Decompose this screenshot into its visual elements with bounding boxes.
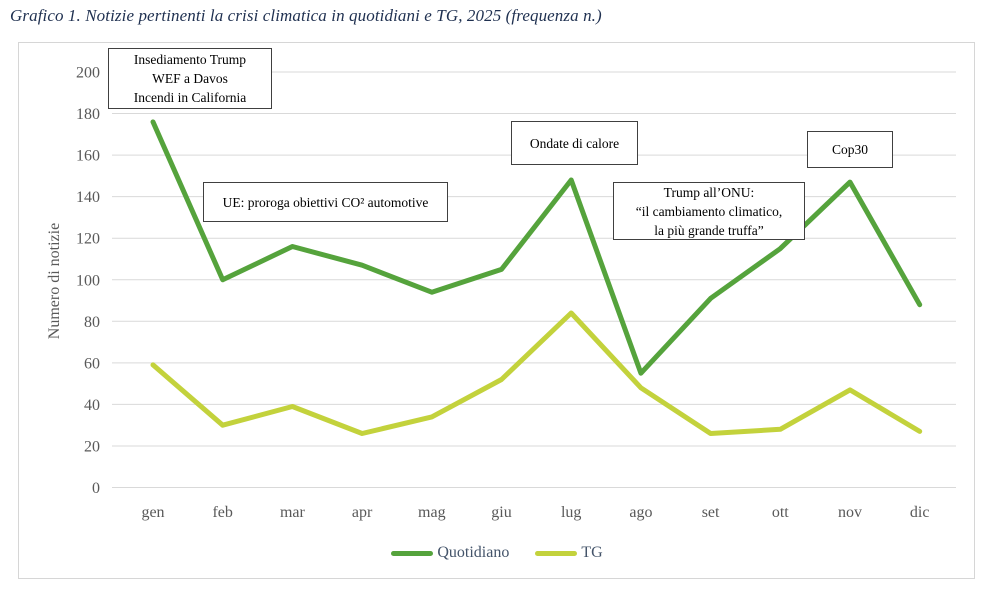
annotation-line: UE: proroga obiettivi CO² automotive [222,194,429,210]
y-tick-label: 180 [76,106,100,123]
chart-legend: Quotidiano TG [0,539,994,567]
series-line-tg [150,310,923,436]
legend-swatch-tg [535,550,578,556]
y-tick-label: 80 [84,314,100,331]
x-tick-label: gen [141,504,164,521]
y-tick-label: 120 [76,231,100,248]
annotation-box-5: Cop30 [807,131,893,168]
y-tick-label: 60 [84,355,100,372]
y-tick-label: 140 [76,189,100,206]
legend-label-quotidiano: Quotidiano [437,544,510,561]
legend-item-tg: TG [535,544,603,562]
annotation-line: “il cambiamento climatico, [635,203,783,219]
x-tick-label: apr [352,504,373,521]
x-tick-label: ago [629,504,652,521]
annotation-line: Incendi in California [133,90,247,105]
y-tick-label: 100 [76,272,100,289]
chart-title: Grafico 1. Notizie pertinenti la crisi c… [10,6,602,25]
legend-label-tg: TG [581,544,603,561]
annotation-line: Cop30 [831,142,868,157]
y-axis-title: Numero di notizie [46,222,63,340]
legend-item-quotidiano: Quotidiano [391,544,509,562]
x-tick-label: mar [280,504,306,521]
annotation-line: WEF a Davos [152,71,228,86]
legend-swatch-quotidiano [391,550,434,556]
annotation-line: Insediamento Trump [133,52,247,67]
annotation-line: Ondate di calore [529,135,620,151]
x-tick-label: giu [491,504,511,521]
annotation-box-1: Insediamento Trump WEF a Davos Incendi in … [108,48,272,109]
x-tick-label: ott [772,504,789,521]
annotation-line: Trump all’ONU: [663,184,755,200]
y-tick-label: 0 [92,480,100,497]
annotation-box-2: UE: proroga obiettivi CO² automotive [203,182,448,222]
annotation-box-4: Trump all’ONU: “il cambiamento climatico,… [613,182,805,240]
y-tick-label: 40 [84,397,100,414]
annotation-line: la più grande truffa” [654,222,764,238]
x-tick-label: mag [418,504,446,521]
x-tick-label: set [702,504,720,521]
x-tick-label: dic [910,504,930,521]
y-tick-label: 160 [76,148,100,165]
x-tick-label: lug [561,504,581,521]
y-tick-label: 20 [84,438,100,455]
x-tick-label: feb [212,504,232,521]
x-tick-label: nov [838,504,862,521]
annotation-box-3: Ondate di calore [511,121,638,165]
y-tick-label: 200 [76,65,100,82]
